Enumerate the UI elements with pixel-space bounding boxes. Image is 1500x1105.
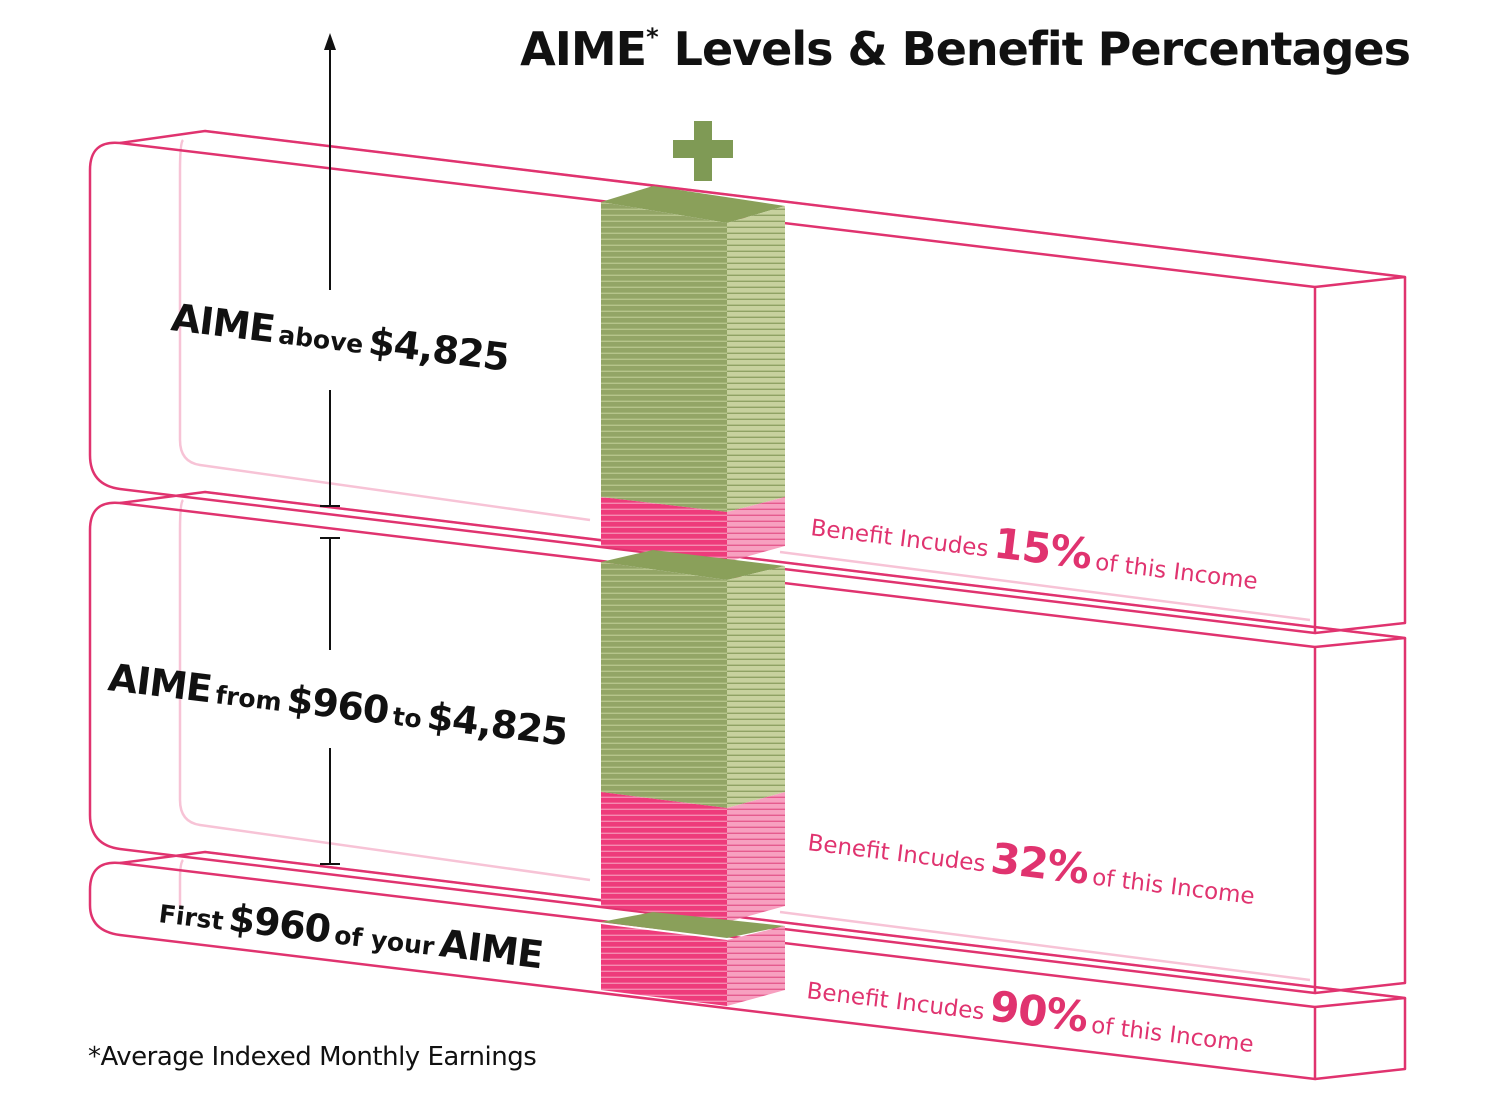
benefit-label-middle: Benefit Incudes 32% of this Income (806, 811, 1259, 914)
stack-top-green (601, 186, 785, 512)
benefit-label-bottom: Benefit Incudes 90% of this Income (805, 959, 1258, 1062)
money-stack (601, 121, 785, 1006)
stack-top-pink (601, 497, 785, 562)
stack-bottom-pink (601, 924, 785, 1006)
tier-label-top: AIME above $4,825 (169, 295, 511, 379)
tier-band-bottom (88, 850, 1407, 1081)
stack-bottom-green (601, 912, 785, 938)
plus-icon (673, 121, 733, 181)
footnote: *Average Indexed Monthly Earnings (88, 1042, 536, 1072)
range-indicator-top (320, 45, 340, 507)
page-title: AIME* Levels & Benefit Percentages (520, 22, 1410, 76)
tier-label-middle: AIME from $960 to $4,825 (106, 655, 570, 754)
stack-middle-green (601, 550, 785, 808)
range-indicator-middle (320, 537, 340, 865)
stack-middle-pink (601, 792, 785, 922)
arrow-up-icon (324, 33, 336, 50)
